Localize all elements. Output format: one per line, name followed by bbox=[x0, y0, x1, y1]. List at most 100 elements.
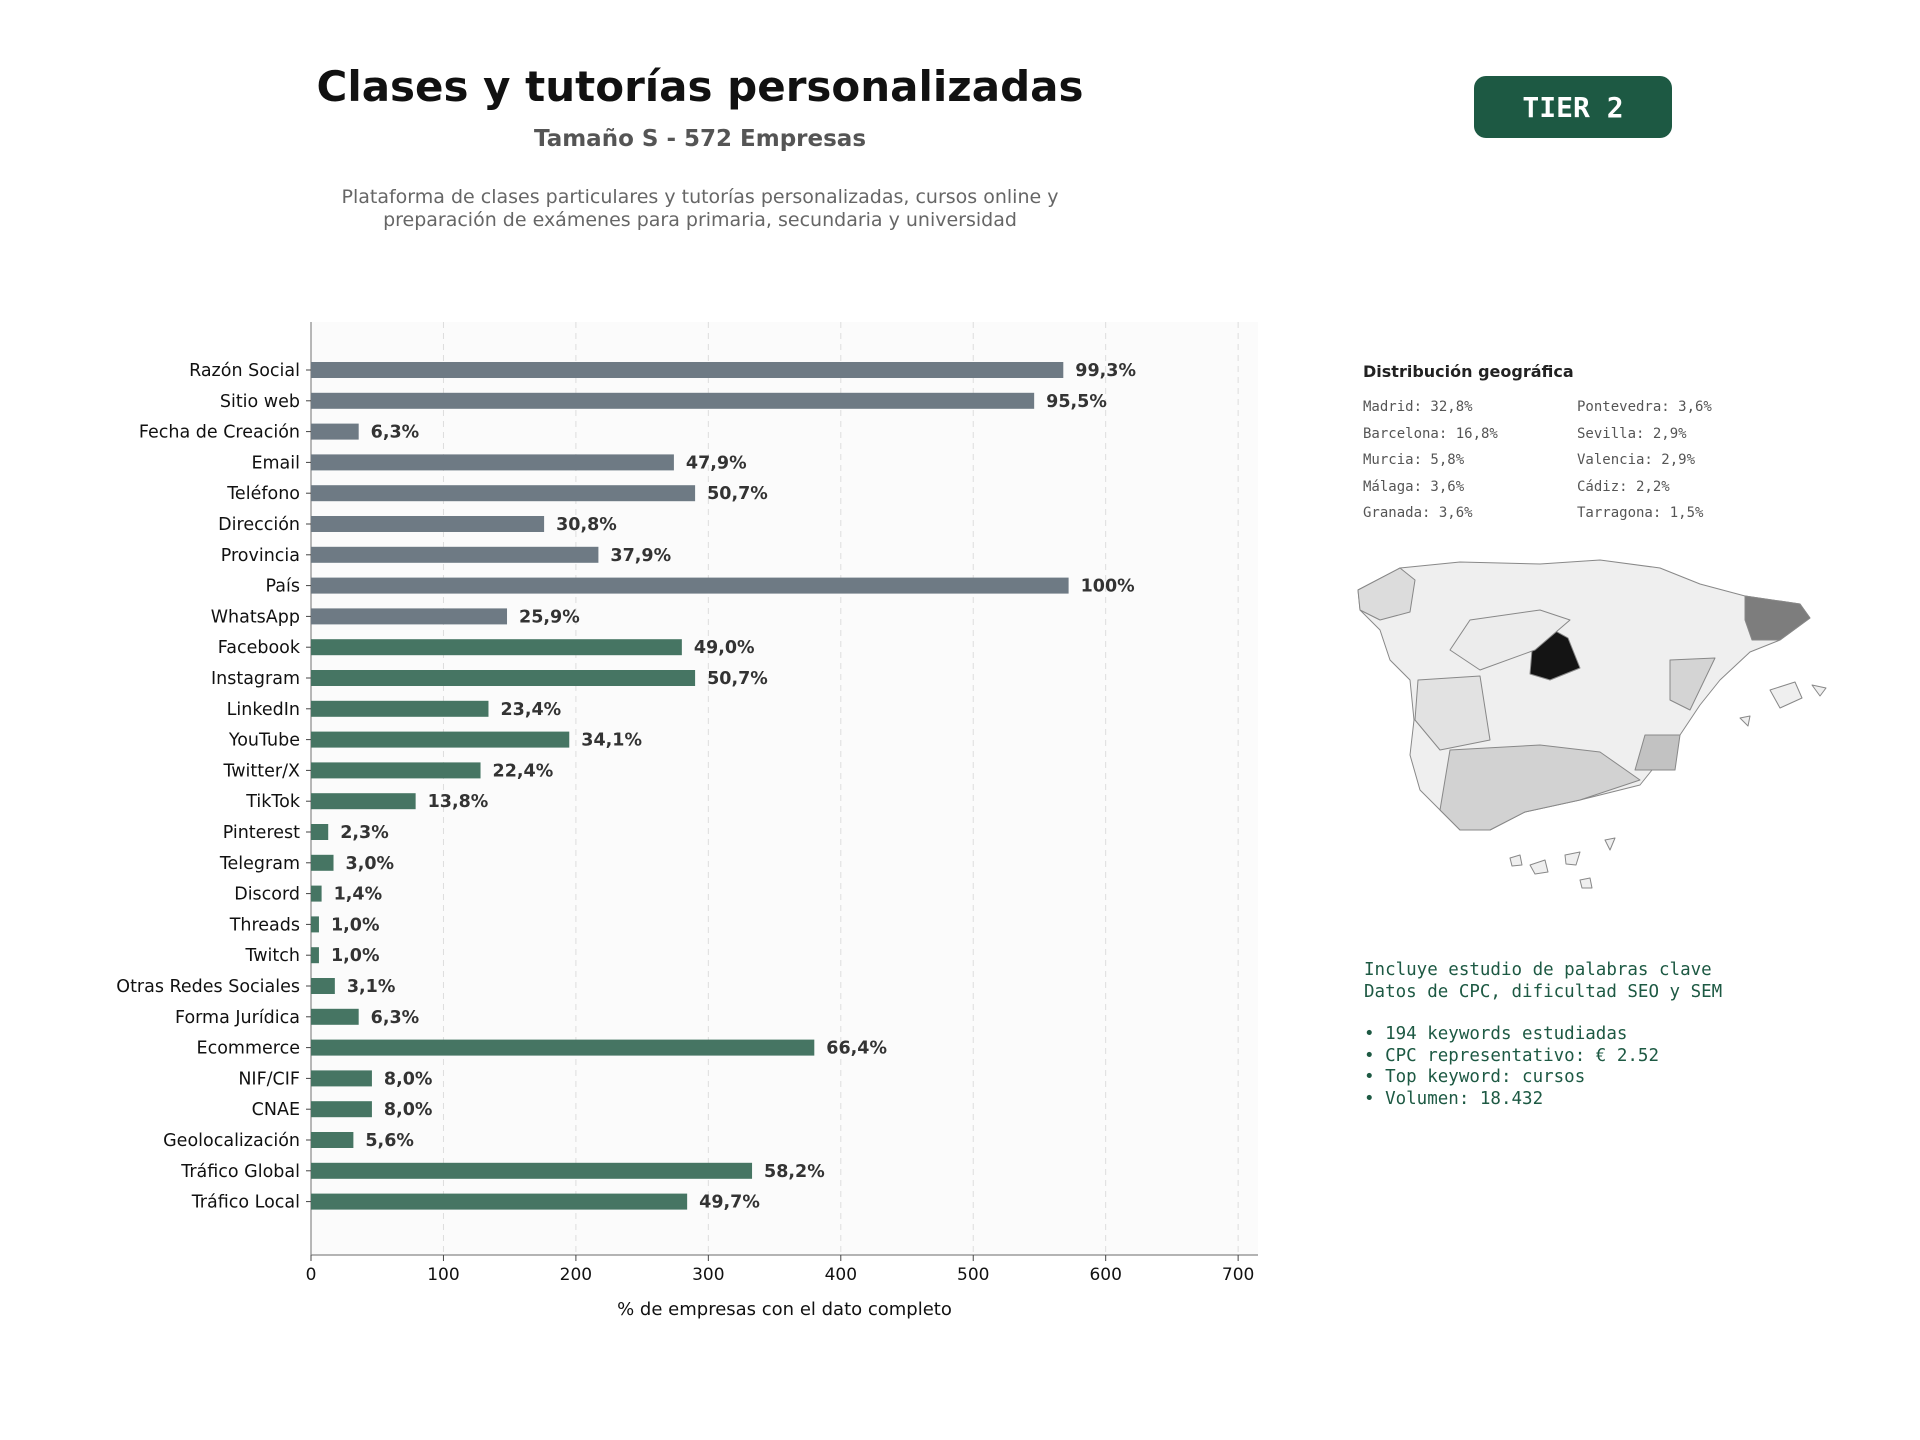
bar bbox=[311, 362, 1064, 378]
category-label: Otras Redes Sociales bbox=[116, 977, 300, 997]
data-label: 30,8% bbox=[556, 515, 617, 535]
map-region-valencia bbox=[1669, 657, 1716, 711]
data-label: 99,3% bbox=[1075, 361, 1136, 381]
page-subtitle: Tamaño S - 572 Empresas bbox=[533, 126, 867, 152]
geo-item: Granada: 3,6% bbox=[1363, 505, 1473, 521]
x-tick-label: 0 bbox=[306, 1265, 317, 1285]
category-label: Ecommerce bbox=[197, 1039, 300, 1059]
geo-item: Málaga: 3,6% bbox=[1363, 478, 1465, 495]
data-label: 58,2% bbox=[764, 1162, 825, 1182]
category-label: Facebook bbox=[218, 638, 301, 658]
category-label: Sitio web bbox=[220, 392, 300, 412]
map-balearic-ibiza bbox=[1739, 715, 1751, 727]
keyword-bullet: • 194 keywords estudiadas bbox=[1364, 1024, 1628, 1044]
bar-chart: 0 100 200 300 400 500 600 700 % de empresas con … bbox=[116, 322, 1258, 1320]
data-label: 5,6% bbox=[365, 1131, 414, 1151]
x-tick-label: 700 bbox=[1222, 1265, 1254, 1285]
map-balearic-menorca bbox=[1811, 684, 1827, 697]
bar bbox=[311, 454, 674, 471]
tier-badge: TIER 2 bbox=[1474, 76, 1672, 138]
bar bbox=[311, 639, 682, 656]
x-tick-label: 600 bbox=[1089, 1265, 1121, 1285]
category-label: Instagram bbox=[211, 669, 300, 689]
category-label: LinkedIn bbox=[227, 700, 300, 720]
bar bbox=[311, 916, 319, 933]
data-label: 25,9% bbox=[519, 607, 580, 627]
data-label: 23,4% bbox=[500, 700, 561, 720]
map-region-castilla bbox=[1449, 609, 1571, 671]
bar bbox=[311, 854, 334, 871]
bar bbox=[311, 670, 696, 686]
bar bbox=[311, 1008, 359, 1025]
bar bbox=[311, 1101, 372, 1118]
bar bbox=[311, 577, 1069, 594]
data-label: 2,3% bbox=[340, 823, 389, 843]
category-label: Geolocalización bbox=[163, 1131, 300, 1151]
category-label: Threads bbox=[229, 915, 300, 935]
data-label: 50,7% bbox=[707, 484, 768, 504]
geo-list: Madrid: 32,8% Pontevedra: 3,6% Barcelona… bbox=[1363, 399, 1763, 525]
category-label: Twitter/X bbox=[222, 761, 300, 781]
data-label: 66,4% bbox=[826, 1039, 887, 1059]
geo-item: Cádiz: 2,2% bbox=[1577, 478, 1670, 495]
data-label: 8,0% bbox=[384, 1069, 433, 1089]
geo-item: Madrid: 32,8% bbox=[1363, 399, 1473, 415]
map-region-galicia bbox=[1357, 567, 1416, 621]
data-label: 3,1% bbox=[347, 977, 396, 997]
category-label: Forma Jurídica bbox=[175, 1008, 300, 1028]
bar bbox=[311, 1039, 815, 1056]
bar bbox=[311, 1193, 688, 1210]
keywords-line: Incluye estudio de palabras clave bbox=[1364, 960, 1712, 980]
data-label: 8,0% bbox=[384, 1100, 433, 1120]
bar bbox=[311, 485, 696, 502]
keywords-line: Datos de CPC, dificultad SEO y SEM bbox=[1364, 981, 1723, 1002]
category-label: YouTube bbox=[228, 731, 300, 751]
bar bbox=[311, 885, 322, 902]
bar bbox=[311, 700, 489, 717]
category-label: Tráfico Global bbox=[180, 1162, 300, 1182]
category-label: CNAE bbox=[252, 1100, 300, 1120]
data-label: 22,4% bbox=[493, 761, 554, 781]
map-canary-islands bbox=[1509, 837, 1616, 889]
page-description: Plataforma de clases particulares y tuto… bbox=[341, 186, 1059, 231]
bar bbox=[311, 793, 416, 810]
bar bbox=[311, 824, 329, 840]
keyword-bullet: • CPC representativo: € 2.52 bbox=[1364, 1045, 1660, 1066]
bar bbox=[311, 1070, 372, 1087]
category-label: Fecha de Creación bbox=[139, 423, 300, 443]
x-tick-label: 300 bbox=[692, 1265, 724, 1285]
category-label: Provincia bbox=[221, 546, 300, 566]
map-region-catalonia bbox=[1744, 595, 1811, 641]
bar bbox=[311, 423, 359, 440]
data-label: 6,3% bbox=[371, 423, 420, 443]
keywords-box: Incluye estudio de palabras clave Datos … bbox=[1364, 960, 1722, 1110]
category-label: Pinterest bbox=[223, 823, 300, 843]
bar bbox=[311, 546, 599, 563]
data-label: 3,0% bbox=[346, 854, 395, 874]
map-region-extremadura bbox=[1414, 675, 1491, 751]
bar bbox=[311, 516, 545, 532]
data-label: 6,3% bbox=[371, 1008, 420, 1028]
category-label: Telegram bbox=[219, 854, 300, 874]
data-label: 49,0% bbox=[694, 638, 755, 658]
bar bbox=[311, 392, 1035, 409]
keyword-bullet: • Volumen: 18.432 bbox=[1364, 1088, 1544, 1109]
keyword-bullet: • Top keyword: cursos bbox=[1364, 1067, 1586, 1087]
map-region-murcia bbox=[1634, 734, 1681, 771]
category-label: Discord bbox=[234, 885, 300, 905]
data-label: 50,7% bbox=[707, 669, 768, 689]
category-label: Razón Social bbox=[189, 361, 300, 381]
spain-map bbox=[1357, 559, 1827, 889]
bar bbox=[311, 762, 481, 779]
geo-item: Pontevedra: 3,6% bbox=[1577, 399, 1712, 415]
geo-item: Barcelona: 16,8% bbox=[1363, 425, 1498, 442]
data-label: 13,8% bbox=[428, 792, 489, 812]
bar bbox=[311, 978, 335, 994]
data-label: 47,9% bbox=[686, 453, 747, 473]
x-tick-label: 400 bbox=[825, 1265, 857, 1285]
geo-title: Distribución geográfica bbox=[1363, 362, 1574, 381]
plot-area bbox=[311, 322, 1258, 1255]
data-label: 34,1% bbox=[581, 731, 642, 751]
data-label: 1,0% bbox=[331, 915, 380, 935]
page-title: Clases y tutorías personalizadas bbox=[316, 62, 1084, 111]
